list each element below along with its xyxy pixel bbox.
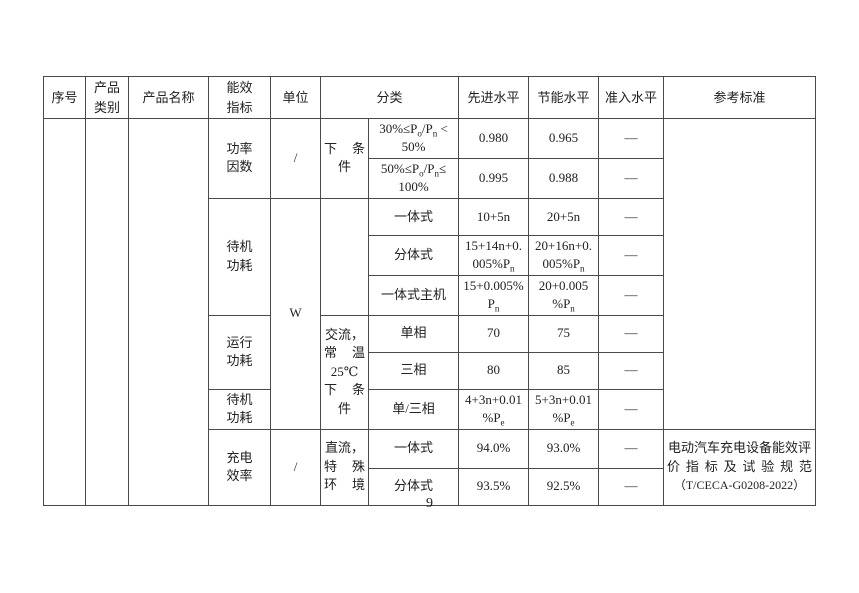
entry-level-cell: — bbox=[598, 351, 665, 390]
energy-saving-level-cell: 85 bbox=[528, 351, 600, 390]
advanced-level-cell: 10+5n bbox=[458, 197, 530, 236]
unit-cell: W bbox=[270, 197, 321, 430]
classification-cell: 30%≤Po/Pn <50% bbox=[367, 118, 460, 159]
energy-saving-level-cell: 75 bbox=[528, 314, 600, 353]
reference-standard-cell: 电动汽车充电设备能效评 价指标及试验规范 （T/CECA-G0208-2022） bbox=[663, 428, 817, 506]
advanced-level-cell: 4+3n+0.01 %Pe bbox=[458, 388, 530, 430]
entry-level-cell: — bbox=[598, 388, 665, 430]
unit-cell: / bbox=[270, 428, 321, 506]
header-energy-indicator: 能效 指标 bbox=[208, 76, 271, 119]
classification-cell: 单相 bbox=[367, 314, 460, 353]
classification-cell: 一体式 bbox=[367, 197, 460, 236]
reference-standard-empty-cell bbox=[663, 118, 817, 430]
classification-cell: 一体式 bbox=[367, 428, 460, 469]
table-header-row: 序号 产品 类别 产品名称 能效 指标 单位 分类 先进水平 节能水平 准入水平 参… bbox=[43, 76, 817, 119]
header-serial-number: 序号 bbox=[43, 76, 86, 119]
advanced-level-cell: 94.0% bbox=[458, 428, 530, 469]
energy-saving-level-cell: 5+3n+0.01 %Pe bbox=[528, 388, 600, 430]
table-row: 运行 功耗 交流，常 温 25℃ 下 条件 单相 70 75 — bbox=[44, 314, 816, 430]
energy-saving-level-cell: 0.988 bbox=[528, 157, 600, 199]
advanced-level-cell: 15+14n+0. 005%Pn bbox=[458, 234, 530, 276]
condition-cell bbox=[320, 197, 369, 316]
product-category-cell bbox=[85, 118, 129, 506]
header-advanced-level: 先进水平 bbox=[458, 76, 530, 119]
header-reference-standard: 参考标准 bbox=[663, 76, 817, 119]
energy-saving-level-cell: 0.965 bbox=[528, 118, 600, 159]
entry-level-cell: — bbox=[598, 274, 665, 316]
energy-efficiency-table: 序号 产品 类别 产品名称 能效 指标 单位 分类 先进水平 节能水平 准入水平 参… bbox=[43, 76, 817, 506]
entry-level-cell: — bbox=[598, 234, 665, 276]
unit-cell: / bbox=[270, 118, 321, 199]
table-row: 一体式主机 15+0.005% Pn 20+0.005 %Pn — bbox=[44, 274, 816, 316]
table-row: 分体式 15+14n+0. 005%Pn 20+16n+0. 005%Pn — bbox=[44, 234, 816, 276]
energy-saving-level-cell: 92.5% bbox=[528, 467, 600, 506]
energy-saving-level-cell: 20+5n bbox=[528, 197, 600, 236]
advanced-level-cell: 80 bbox=[458, 351, 530, 390]
indicator-operating-power-cell: 运行 功耗 bbox=[208, 314, 271, 390]
entry-level-cell: — bbox=[598, 157, 665, 199]
table-row: 充电 效率 / 直流，特 殊环 境 一体式 94.0% 93.0% — 电动汽车充… bbox=[44, 428, 817, 506]
serial-number-cell bbox=[43, 118, 86, 506]
advanced-level-cell: 15+0.005% Pn bbox=[458, 274, 530, 316]
header-unit: 单位 bbox=[270, 76, 321, 119]
energy-saving-level-cell: 20+16n+0. 005%Pn bbox=[528, 234, 600, 276]
table-row: 待机 功耗 单/三相 4+3n+0.01 %Pe 5+3n+0.01 %Pe — bbox=[44, 388, 816, 430]
entry-level-cell: — bbox=[598, 428, 665, 469]
advanced-level-cell: 0.980 bbox=[458, 118, 530, 159]
indicator-charging-efficiency-cell: 充电 效率 bbox=[208, 428, 271, 506]
advanced-level-cell: 70 bbox=[458, 314, 530, 353]
classification-cell: 三相 bbox=[367, 351, 460, 390]
classification-cell: 分体式 bbox=[367, 467, 460, 506]
advanced-level-cell: 0.995 bbox=[458, 157, 530, 199]
indicator-power-factor-cell: 功率 因数 bbox=[208, 118, 271, 199]
header-energy-saving-level: 节能水平 bbox=[528, 76, 600, 119]
table-row: 三相 80 85 — bbox=[44, 351, 816, 390]
entry-level-cell: — bbox=[598, 197, 665, 236]
entry-level-cell: — bbox=[598, 314, 665, 353]
condition-cell: 直流，特 殊环 境 bbox=[320, 428, 369, 506]
classification-cell: 50%≤Po/Pn≤ 100% bbox=[367, 157, 460, 199]
classification-cell: 一体式主机 bbox=[367, 274, 460, 316]
page-number: 9 bbox=[426, 496, 433, 511]
header-product-category: 产品 类别 bbox=[85, 76, 129, 119]
condition-cell: 下 条件 bbox=[320, 118, 369, 199]
header-classification: 分类 bbox=[319, 76, 460, 119]
entry-level-cell: — bbox=[598, 118, 665, 159]
classification-cell: 分体式 bbox=[367, 234, 460, 276]
product-name-cell bbox=[128, 118, 209, 506]
energy-saving-level-cell: 20+0.005 %Pn bbox=[528, 274, 600, 316]
advanced-level-cell: 93.5% bbox=[458, 467, 530, 506]
entry-level-cell: — bbox=[598, 467, 665, 506]
condition-cell: 交流，常 温 25℃ 下 条件 bbox=[320, 314, 369, 430]
header-entry-level: 准入水平 bbox=[598, 76, 665, 119]
table-row: 分体式 93.5% 92.5% — bbox=[44, 467, 816, 506]
indicator-standby-power-cell: 待机 功耗 bbox=[208, 197, 271, 316]
table-row: 50%≤Po/Pn≤ 100% 0.995 0.988 — bbox=[44, 157, 816, 199]
table-row: 待机 功耗 W 一体式 10+5n 20+5n — bbox=[44, 197, 816, 430]
indicator-standby-power-cell: 待机 功耗 bbox=[208, 388, 271, 430]
energy-saving-level-cell: 93.0% bbox=[528, 428, 600, 469]
header-product-name: 产品名称 bbox=[128, 76, 209, 119]
table-row: 功率 因数 / 下 条件 30%≤Po/Pn <50% 0.980 0.965 — bbox=[43, 118, 817, 506]
classification-cell: 单/三相 bbox=[367, 388, 460, 430]
